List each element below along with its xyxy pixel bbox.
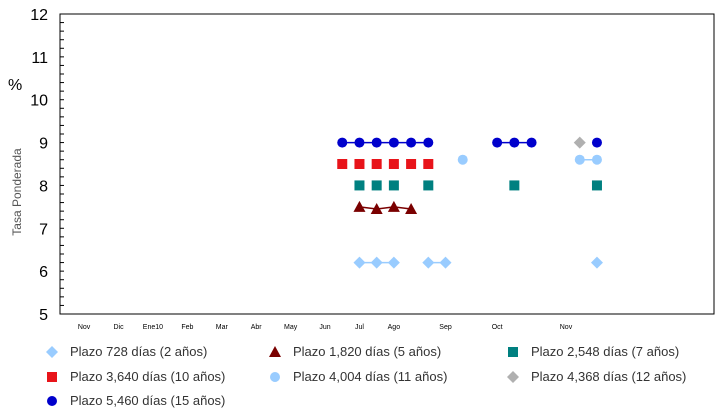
data-point [573, 136, 586, 149]
x-tick-label: Jun [319, 324, 330, 331]
legend-marker [270, 372, 280, 382]
data-point [526, 137, 537, 148]
data-point [439, 256, 452, 269]
y-tick-label: 8 [39, 178, 48, 195]
x-tick-label: Mar [216, 324, 229, 331]
data-point [388, 180, 399, 191]
legend-marker [46, 346, 58, 358]
legend-marker [47, 372, 57, 382]
legend-marker [507, 371, 519, 383]
data-point [388, 159, 399, 169]
data-point [353, 256, 366, 269]
data-point [574, 154, 585, 165]
data-point [406, 137, 417, 148]
y-tick-label: 10 [30, 93, 48, 110]
legend-entry: Plazo 2,548 días (7 años) [531, 344, 679, 359]
data-point [423, 180, 434, 191]
data-point [423, 159, 434, 169]
legend-entry: Plazo 3,640 días (10 años) [70, 369, 225, 384]
data-point [457, 154, 468, 165]
x-tick-label: Ago [388, 324, 401, 331]
y-tick-label: 7 [39, 221, 48, 238]
x-tick-label: Sep [439, 324, 452, 331]
data-point [371, 159, 382, 169]
legend-marker [508, 347, 518, 357]
legend-marker [47, 396, 57, 406]
x-tick-label: Dic [113, 324, 124, 331]
data-point [370, 256, 383, 269]
data-point [405, 203, 418, 214]
x-tick-label: Feb [181, 324, 193, 331]
data-point [422, 256, 435, 269]
y-tick-label: 12 [30, 7, 48, 24]
y-tick-label: 6 [39, 264, 48, 281]
data-point [423, 137, 434, 148]
y-axis-label: Tasa Ponderada [10, 148, 24, 236]
data-point [388, 137, 399, 148]
x-tick-label: Ene10 [143, 324, 163, 331]
data-point [371, 180, 382, 191]
x-tick-label: Abr [251, 324, 263, 331]
y-tick-labels: 5 6 7 8 9 10 11 12 [30, 7, 48, 324]
data-point [591, 137, 602, 148]
y-tick-label: 9 [39, 136, 48, 153]
data-point [590, 256, 603, 269]
data-point [337, 137, 348, 148]
legend-marker [269, 346, 281, 357]
data-point [371, 137, 382, 148]
data-point [354, 180, 365, 191]
data-point [591, 154, 602, 165]
legend: Plazo 728 días (2 años) Plazo 1,820 días … [46, 344, 686, 408]
legend-entry: Plazo 1,820 días (5 años) [293, 344, 441, 359]
x-tick-label: Nov [78, 324, 91, 331]
legend-entry: Plazo 5,460 días (15 años) [70, 393, 225, 408]
data-point [387, 200, 400, 212]
data-point [492, 137, 503, 148]
y-minor-ticks [60, 13, 64, 315]
data-point [387, 256, 400, 269]
legend-entry: Plazo 728 días (2 años) [70, 344, 207, 359]
data-point [509, 180, 520, 191]
y-unit-label: % [8, 77, 22, 94]
legend-entry: Plazo 4,004 días (11 años) [293, 369, 447, 384]
data-point [509, 137, 520, 148]
x-tick-label: Nov [560, 324, 573, 331]
plot-area [59, 13, 715, 315]
legend-entry: Plazo 4,368 días (12 años) [531, 369, 686, 384]
data-points [337, 136, 603, 269]
data-point [353, 200, 366, 212]
data-point [354, 137, 365, 148]
data-point [354, 159, 365, 169]
data-point [406, 159, 417, 169]
data-point [337, 159, 348, 169]
data-point [591, 180, 602, 191]
y-tick-label: 11 [31, 50, 48, 67]
x-tick-label: Jul [355, 324, 364, 331]
x-tick-labels: Nov Dic Ene10 Feb Mar Abr May Jun Jul Ago Sep Oct No… [78, 324, 573, 331]
x-tick-label: Oct [492, 324, 503, 331]
data-point [370, 203, 383, 214]
x-tick-label: May [284, 324, 298, 331]
y-tick-label: 5 [39, 307, 48, 324]
